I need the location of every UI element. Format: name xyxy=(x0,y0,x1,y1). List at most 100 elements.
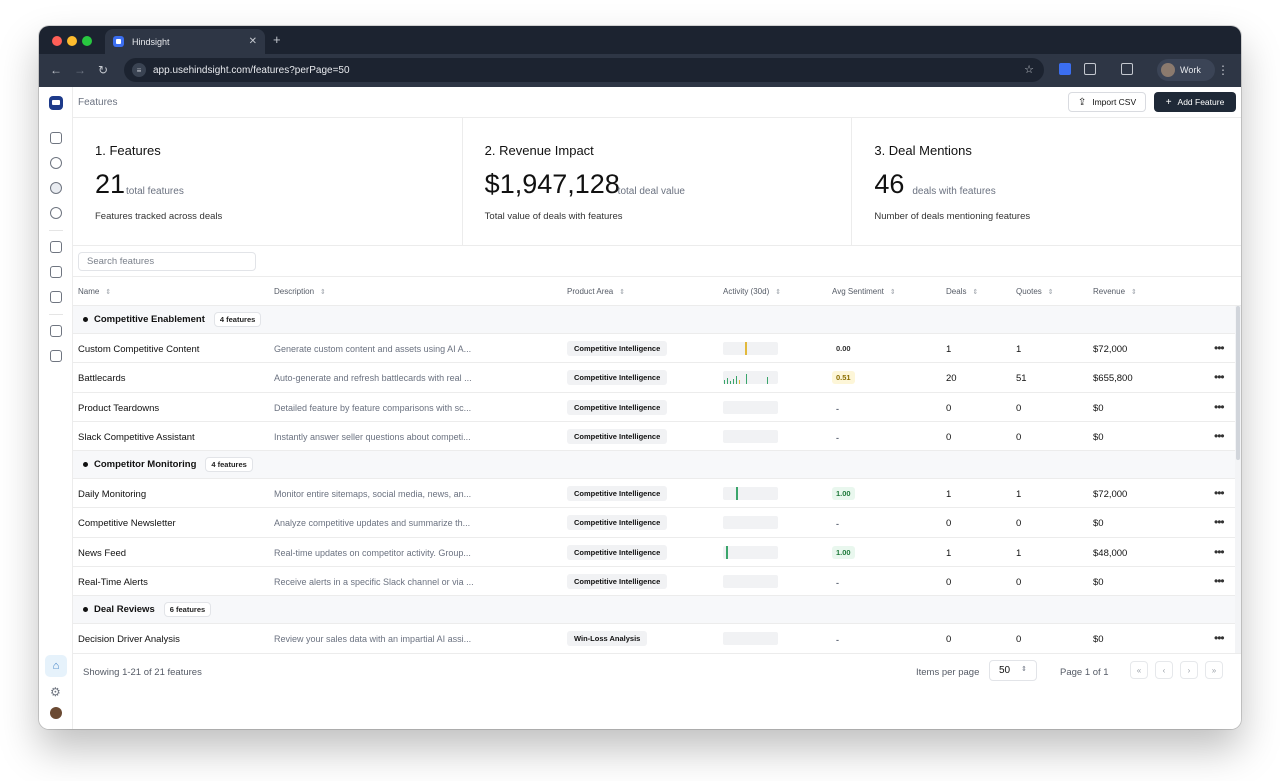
browser-menu-icon[interactable]: ⋮ xyxy=(1217,63,1229,77)
feature-description: Review your sales data with an impartial… xyxy=(274,634,472,645)
feature-name[interactable]: Decision Driver Analysis xyxy=(78,634,180,646)
column-header-revenue[interactable]: Revenue ⇕ xyxy=(1093,287,1137,296)
chat-icon[interactable] xyxy=(50,350,62,362)
table-scrollbar[interactable] xyxy=(1235,306,1241,653)
activity-bar xyxy=(733,379,734,385)
scrollbar-thumb[interactable] xyxy=(1236,306,1240,460)
contacts-icon[interactable] xyxy=(50,157,62,169)
quotes-count: 0 xyxy=(1016,402,1022,414)
deals-count: 0 xyxy=(946,518,952,530)
row-actions-icon[interactable]: ••• xyxy=(1214,399,1225,414)
column-header-activity[interactable]: Activity (30d) ⇕ xyxy=(723,287,781,296)
stat-title: 3. Deal Mentions xyxy=(874,143,972,158)
first-page-icon[interactable]: « xyxy=(1130,661,1148,679)
feature-name[interactable]: Real-Time Alerts xyxy=(78,577,148,589)
column-header-description[interactable]: Description ⇕ xyxy=(274,287,326,296)
gift-icon[interactable]: ⌂ xyxy=(45,655,67,677)
upload-icon: ⇪ xyxy=(1077,96,1087,108)
sentiment-badge: 1.00 xyxy=(832,545,855,559)
feature-name[interactable]: Custom Competitive Content xyxy=(78,344,200,355)
browser-titlebar: Hindsight ✕ + xyxy=(39,26,1241,54)
items-per-page-select[interactable]: 50 ⇕ xyxy=(989,660,1037,681)
quotes-icon[interactable] xyxy=(50,291,62,303)
minimize-window-button[interactable] xyxy=(67,36,77,46)
group-row-competitor-monitoring[interactable]: Competitor Monitoring 4 features xyxy=(73,451,1235,480)
row-actions-icon[interactable]: ••• xyxy=(1214,486,1225,501)
column-header-quotes[interactable]: Quotes ⇕ xyxy=(1016,287,1054,296)
feature-name[interactable]: News Feed xyxy=(78,547,127,559)
new-tab-icon[interactable]: + xyxy=(273,32,281,47)
table-row[interactable]: Daily Monitoring Monitor entire sitemaps… xyxy=(73,479,1235,509)
user-avatar[interactable] xyxy=(50,707,62,719)
quotes-count: 0 xyxy=(1016,518,1022,530)
page-topbar: Features ⇪ Import CSV + Add Feature xyxy=(73,87,1241,118)
search-input[interactable] xyxy=(78,252,256,271)
row-actions-icon[interactable]: ••• xyxy=(1214,370,1225,385)
site-settings-icon[interactable]: ≡ xyxy=(132,63,146,77)
close-window-button[interactable] xyxy=(52,36,62,46)
quotes-count: 1 xyxy=(1016,344,1022,355)
column-header-name[interactable]: Name ⇕ xyxy=(78,287,111,296)
row-actions-icon[interactable]: ••• xyxy=(1214,574,1225,589)
dashboard-icon[interactable] xyxy=(50,132,62,144)
add-feature-button[interactable]: + Add Feature xyxy=(1154,92,1236,112)
feature-name[interactable]: Product Teardowns xyxy=(78,402,160,414)
revenue-value: $655,800 xyxy=(1093,373,1133,385)
activity-sparkline xyxy=(723,516,778,530)
stat-unit: deals with features xyxy=(912,186,996,197)
sort-icon: ⇕ xyxy=(619,288,626,296)
reports-icon[interactable] xyxy=(50,325,62,337)
table-row[interactable]: Battlecards Auto-generate and refresh ba… xyxy=(73,363,1235,393)
table-row[interactable]: News Feed Real-time updates on competito… xyxy=(73,538,1235,568)
bookmark-star-icon[interactable]: ☆ xyxy=(1024,64,1034,76)
column-header-sentiment[interactable]: Avg Sentiment ⇕ xyxy=(832,287,896,296)
next-page-icon[interactable]: › xyxy=(1180,661,1198,679)
tags-icon[interactable] xyxy=(50,207,62,219)
sort-icon: ⇕ xyxy=(972,288,979,296)
cast-icon[interactable] xyxy=(1121,63,1133,75)
activity-sparkline xyxy=(723,632,778,646)
features-icon[interactable] xyxy=(50,182,62,194)
settings-gear-icon[interactable]: ⚙ xyxy=(50,685,61,699)
back-icon[interactable]: ← xyxy=(50,63,62,77)
hindsight-logo[interactable] xyxy=(49,96,63,110)
feature-name[interactable]: Daily Monitoring xyxy=(78,489,147,501)
row-actions-icon[interactable]: ••• xyxy=(1214,341,1225,355)
column-header-deals[interactable]: Deals ⇕ xyxy=(946,287,978,296)
row-actions-icon[interactable]: ••• xyxy=(1214,631,1225,646)
address-bar[interactable]: ≡ app.usehindsight.com/features?perPage=… xyxy=(124,58,1044,82)
activity-bar xyxy=(724,380,725,385)
extension-icon[interactable] xyxy=(1059,63,1071,75)
extensions-puzzle-icon[interactable] xyxy=(1084,63,1096,75)
row-actions-icon[interactable]: ••• xyxy=(1214,428,1225,443)
reload-icon[interactable]: ↻ xyxy=(98,63,109,77)
feature-name[interactable]: Slack Competitive Assistant xyxy=(78,431,195,443)
stat-unit: total deal value xyxy=(617,186,685,197)
row-actions-icon[interactable]: ••• xyxy=(1214,515,1225,530)
layout-icon[interactable] xyxy=(50,241,62,253)
messages-icon[interactable] xyxy=(50,266,62,278)
table-row[interactable]: Custom Competitive Content Generate cust… xyxy=(73,334,1235,364)
feature-name[interactable]: Battlecards xyxy=(78,373,126,385)
group-row-deal-reviews[interactable]: Deal Reviews 6 features xyxy=(73,596,1235,625)
feature-description: Analyze competitive updates and summariz… xyxy=(274,518,471,529)
feature-name[interactable]: Competitive Newsletter xyxy=(78,518,176,530)
close-tab-icon[interactable]: ✕ xyxy=(248,36,257,47)
feature-description: Auto-generate and refresh battlecards wi… xyxy=(274,373,472,384)
browser-tab[interactable]: Hindsight ✕ xyxy=(105,29,265,54)
group-row-competitive-enablement[interactable]: Competitive Enablement 4 features xyxy=(73,306,1235,334)
column-header-product-area[interactable]: Product Area ⇕ xyxy=(567,287,625,296)
row-actions-icon[interactable]: ••• xyxy=(1214,544,1225,559)
stat-value: $1,947,128 xyxy=(484,169,620,199)
table-row[interactable]: Decision Driver Analysis Review your sal… xyxy=(73,624,1235,653)
table-row[interactable]: Slack Competitive Assistant Instantly an… xyxy=(73,422,1235,452)
profile-chip[interactable]: Work xyxy=(1157,59,1215,81)
table-row[interactable]: Competitive Newsletter Analyze competiti… xyxy=(73,508,1235,538)
last-page-icon[interactable]: » xyxy=(1205,661,1223,679)
import-csv-button[interactable]: ⇪ Import CSV xyxy=(1068,92,1146,112)
forward-icon[interactable]: → xyxy=(74,63,86,77)
table-row[interactable]: Real-Time Alerts Receive alerts in a spe… xyxy=(73,567,1235,597)
table-row[interactable]: Product Teardowns Detailed feature by fe… xyxy=(73,393,1235,422)
maximize-window-button[interactable] xyxy=(82,36,92,46)
prev-page-icon[interactable]: ‹ xyxy=(1155,661,1173,679)
